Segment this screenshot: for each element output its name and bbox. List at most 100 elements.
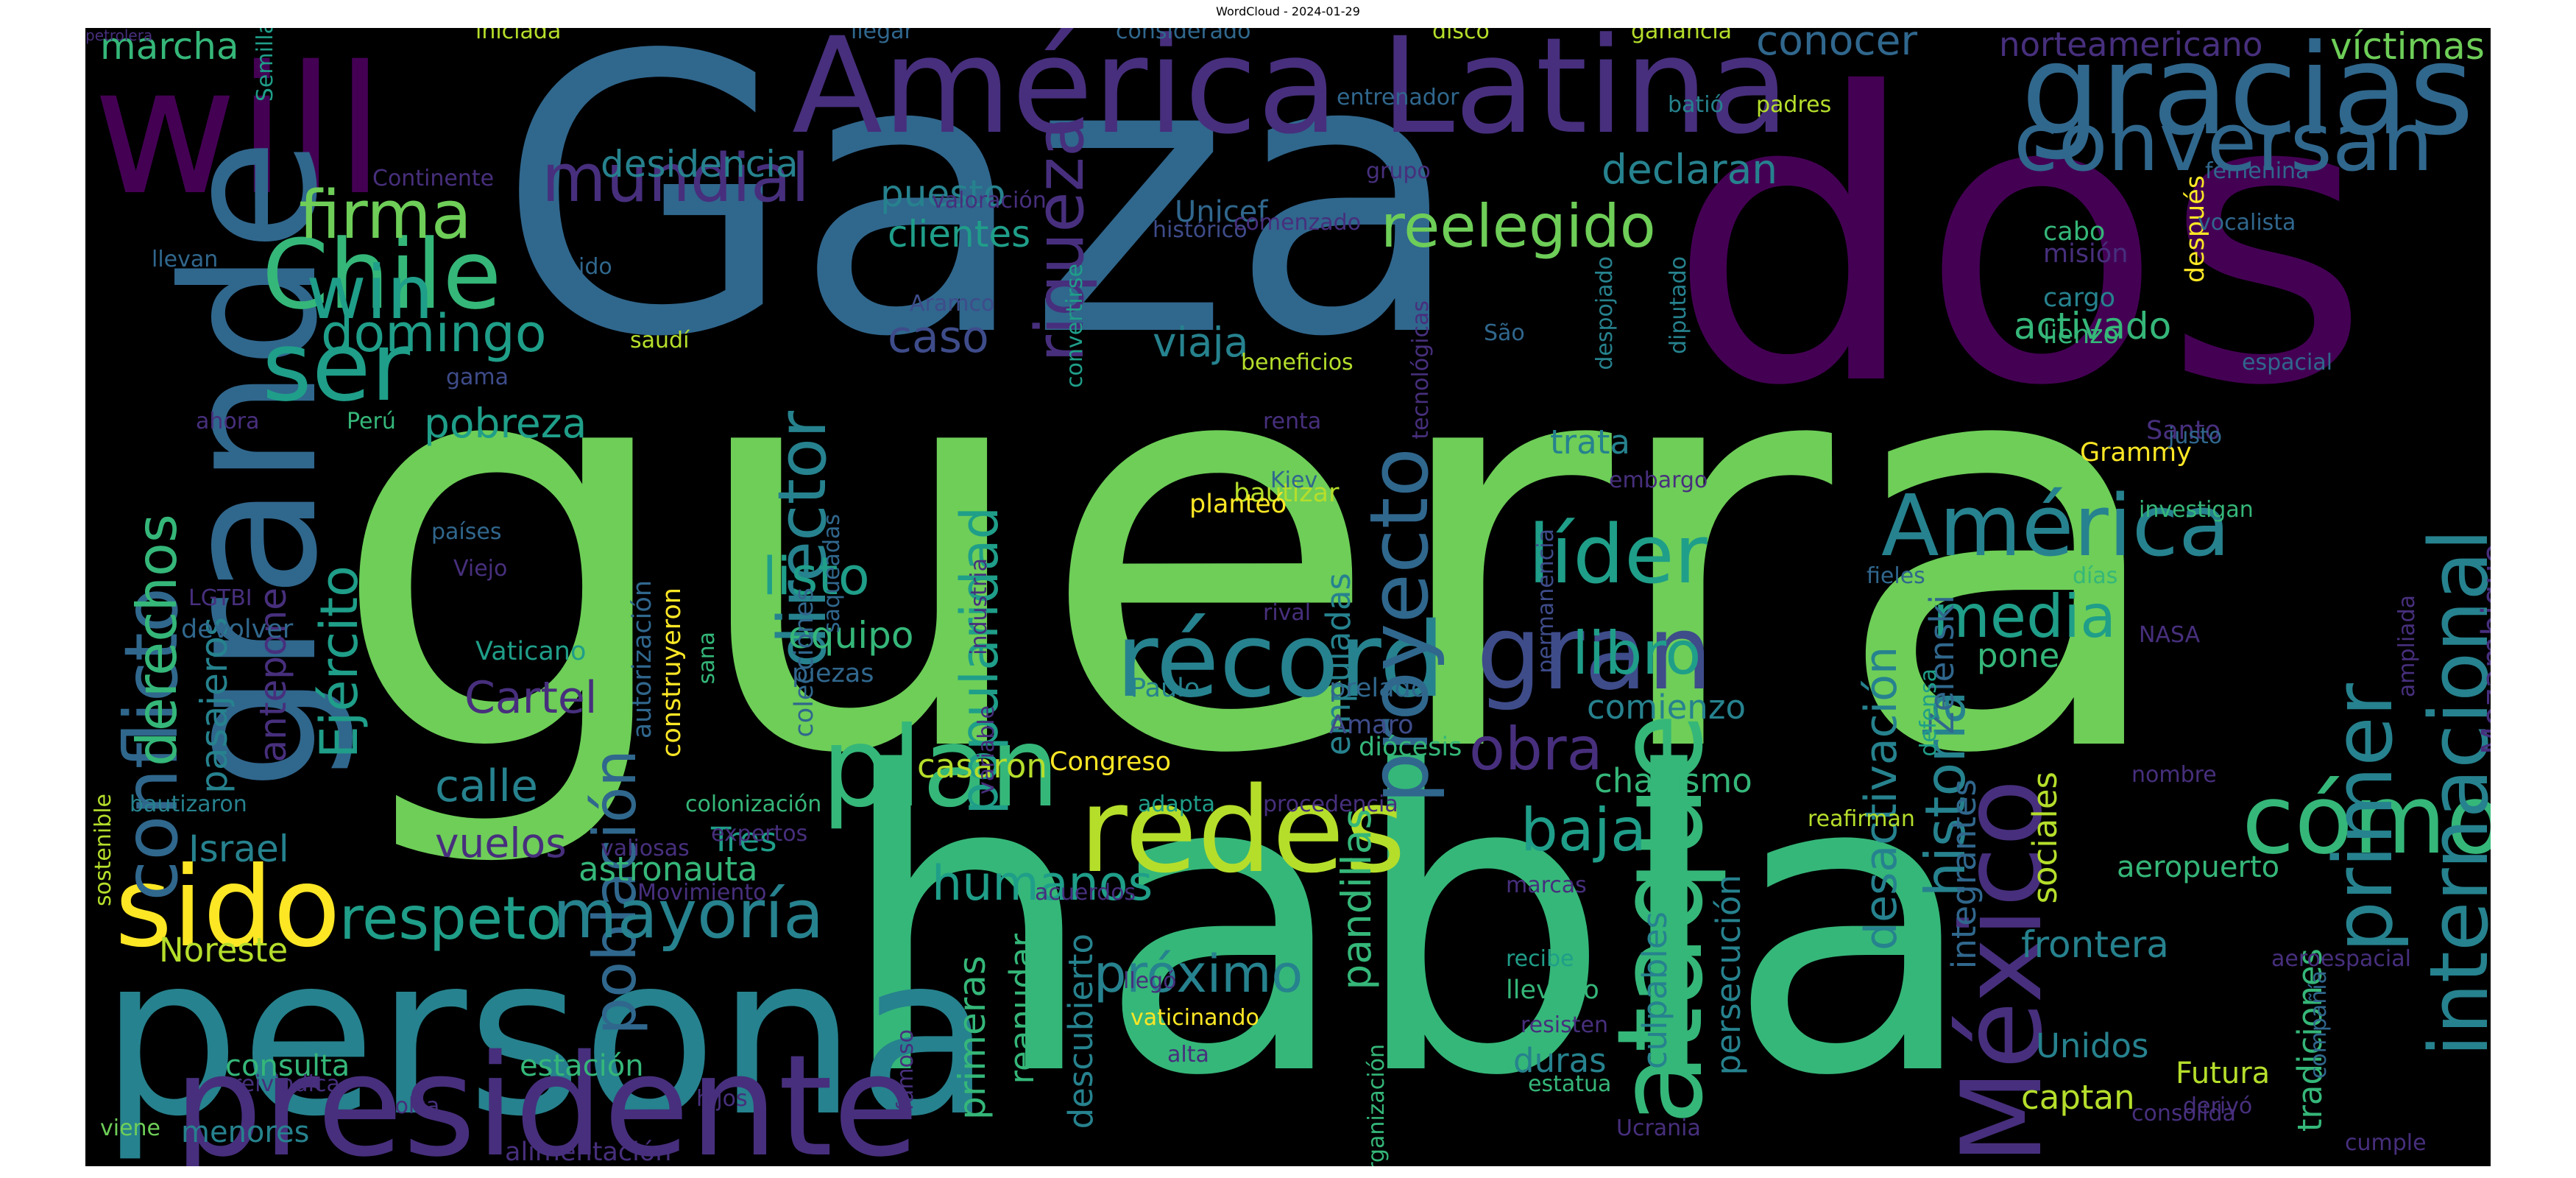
cloud-word: tecnológicas: [1408, 300, 1434, 440]
cloud-word: Unicef: [1175, 195, 1268, 229]
cloud-word: menores: [181, 1115, 310, 1149]
cloud-word: industria: [966, 558, 992, 655]
cloud-word: media: [1933, 582, 2117, 651]
cloud-word: ser: [262, 311, 411, 423]
cloud-word: conversan: [2014, 95, 2433, 189]
cloud-word: América: [1881, 477, 2231, 576]
cloud-word: Cartel: [464, 672, 598, 724]
cloud-word: Santo: [2146, 416, 2221, 445]
cloud-word: espacial: [2242, 350, 2333, 375]
cloud-word: estatua: [1528, 1071, 1612, 1097]
cloud-word: iniciada: [475, 28, 562, 44]
cloud-word: lienzo: [2043, 320, 2119, 350]
cloud-word: Viejo: [453, 556, 508, 582]
cloud-word: diócesis: [1359, 733, 1462, 762]
cloud-word: LGTBI: [188, 585, 252, 611]
cloud-word: llegó: [1123, 968, 1177, 994]
cloud-word: activado: [2014, 305, 2172, 348]
cloud-word: devolver: [181, 615, 294, 644]
cloud-word: primer: [2316, 683, 2410, 953]
cloud-word: expertos: [711, 821, 808, 847]
cloud-word: caso: [888, 311, 989, 363]
cloud-word: puesto: [880, 172, 1006, 215]
cloud-word: vocalista: [2198, 210, 2296, 236]
cloud-word: conocer: [1756, 28, 1918, 64]
cloud-word: comienzo: [1587, 688, 1746, 727]
cloud-word: ahora: [196, 409, 260, 434]
cloud-word: integrantes: [1945, 779, 1984, 970]
cloud-word: astronauta: [578, 850, 758, 889]
cloud-word: beneficios: [1241, 350, 1354, 375]
cloud-word: marcas: [1506, 872, 1587, 898]
cloud-word: sociales: [2025, 772, 2064, 904]
cloud-word: ido: [578, 254, 612, 280]
cloud-word: femenina: [2205, 158, 2310, 184]
cloud-word: histórico: [1153, 217, 1248, 243]
cloud-word: mayoría: [553, 876, 824, 953]
cloud-word: listo: [762, 546, 870, 607]
cloud-word: aeroespacial: [2271, 946, 2411, 972]
cloud-word: valoración: [932, 188, 1047, 214]
cloud-word: misión: [2043, 239, 2129, 269]
cloud-word: desidencia: [601, 143, 799, 186]
cloud-word: pone: [1977, 636, 2060, 675]
cloud-word: Mozambique: [2474, 543, 2491, 755]
cloud-word: bautizaron: [130, 791, 247, 817]
cloud-word: NASA: [2139, 622, 2201, 648]
cloud-word: sido: [115, 844, 341, 972]
cloud-word: gran: [1476, 593, 1713, 713]
cloud-word: Ucrania: [1616, 1115, 1701, 1141]
cloud-word: construyeron: [657, 588, 687, 758]
cloud-word: resisten: [1521, 1012, 1608, 1038]
cloud-word: Futura: [2176, 1057, 2271, 1090]
cloud-word: Unidos: [2036, 1026, 2149, 1065]
cloud-word: días: [2073, 563, 2118, 589]
word-cloud-canvas: guerra Gaza habla dos persona will grande Améri…: [85, 28, 2491, 1166]
cloud-word: consulta: [225, 1049, 350, 1083]
cloud-word: rival: [1263, 600, 1312, 626]
cloud-word: pandillas: [1333, 808, 1380, 990]
cloud-word: aeropuerto: [2117, 850, 2280, 884]
cloud-word: baja: [1521, 796, 1647, 864]
cloud-word: estación: [520, 1049, 644, 1083]
cloud-word: São: [1484, 320, 1525, 346]
cloud-word: presidente: [174, 1025, 919, 1167]
cloud-word: cabo: [2043, 217, 2106, 247]
cloud-word: comenzado: [1234, 210, 1362, 236]
cloud-word: sana: [694, 632, 720, 685]
cloud-word: adapta: [1138, 791, 1215, 817]
cloud-word: próximo: [1094, 944, 1303, 1004]
cloud-word: libro: [1572, 619, 1702, 688]
cloud-word: plan: [821, 704, 1060, 832]
cloud-word: derechos: [124, 514, 189, 766]
cloud-word: Noreste: [159, 931, 289, 970]
cloud-word: petrolera: [85, 28, 153, 44]
cloud-word: Gaza: [498, 28, 1465, 420]
cloud-word: viene: [100, 1115, 161, 1141]
cloud-word: Perú: [347, 409, 396, 434]
cloud-word: hijos: [696, 1086, 748, 1112]
cloud-word: alta: [1167, 1042, 1209, 1068]
cloud-word: llevado: [1506, 976, 1599, 1005]
cloud-word: procedencia: [1263, 791, 1398, 817]
cloud-word: equipo: [788, 614, 914, 657]
cloud-word: renta: [1263, 409, 1322, 434]
cloud-word: padres: [1756, 92, 1832, 118]
cloud-word: grupo: [1366, 158, 1431, 184]
cloud-word: recibe: [1506, 946, 1574, 972]
cloud-word: saqueadas: [819, 514, 845, 633]
cloud-word: convertirse: [1062, 264, 1088, 388]
cloud-word: saudí: [630, 328, 690, 353]
cloud-word: clientes: [888, 213, 1031, 255]
cloud-word: derivó: [2183, 1093, 2253, 1119]
cloud-word: cargo: [2043, 283, 2116, 313]
cloud-word: Vaticano: [475, 637, 587, 666]
cloud-word: bautizar: [1234, 479, 1340, 508]
cloud-word: habla: [836, 686, 1979, 1166]
cloud-word: diputado: [1666, 256, 1691, 354]
cloud-word: Israel: [188, 828, 289, 870]
cloud-word: Amaro: [1329, 710, 1414, 740]
cloud-word: sostenible: [91, 794, 116, 907]
cloud-word: vaticinando: [1130, 1005, 1259, 1031]
cloud-word: persecución: [1709, 875, 1748, 1076]
